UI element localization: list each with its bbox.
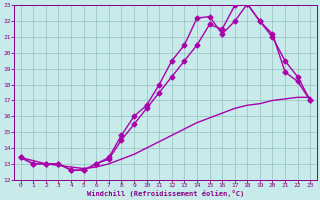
X-axis label: Windchill (Refroidissement éolien,°C): Windchill (Refroidissement éolien,°C) xyxy=(87,190,244,197)
